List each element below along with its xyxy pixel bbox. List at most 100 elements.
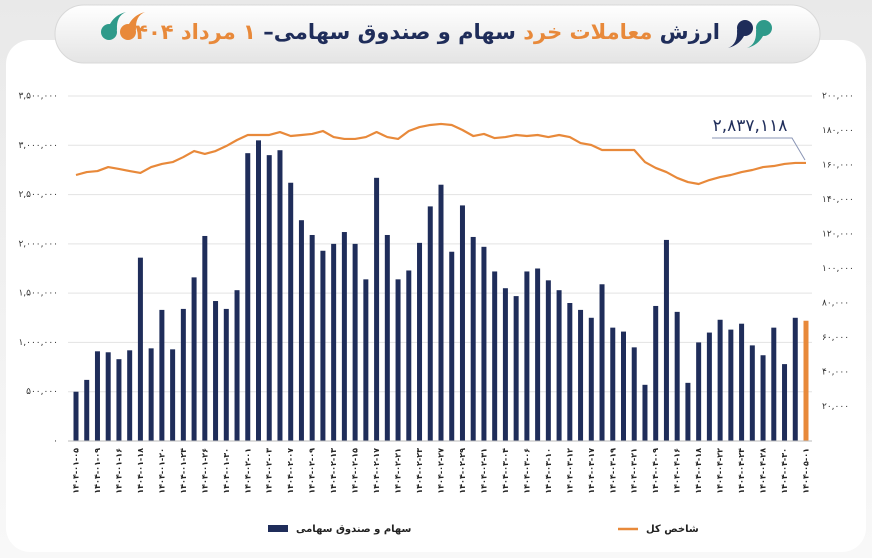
bar	[384, 234, 390, 441]
bar	[116, 359, 122, 441]
x-tick-label: ۱۴۰۴-۰۲-۱۵	[351, 448, 360, 494]
x-tick-label: ۱۴۰۴-۰۲-۱۷	[372, 448, 381, 494]
bar	[567, 303, 573, 441]
y2-tick-label: ۸۰,۰۰۰	[822, 299, 849, 309]
bar	[588, 317, 594, 441]
bar	[470, 236, 476, 441]
bar	[374, 177, 380, 442]
bar	[760, 355, 766, 441]
line	[75, 122, 806, 186]
x-tick-label: ۱۴۰۴-۰۱-۳۰	[222, 448, 231, 494]
y2-tick-label: ۶۰,۰۰۰	[822, 333, 849, 343]
bar	[352, 243, 358, 441]
bar	[524, 271, 530, 441]
legend-label: شاخص کل	[646, 524, 699, 535]
chart-title: ارزش معاملات خرد سهام و صندوق سهامی– ۱ م…	[122, 20, 720, 44]
bar	[449, 251, 455, 441]
bar	[481, 246, 487, 441]
y-tick-label: ۱,۰۰۰,۰۰۰	[18, 338, 58, 348]
title-part: معاملات خرد	[523, 20, 652, 44]
x-tick-label: ۱۴۰۴-۰۲-۰۷	[286, 448, 295, 494]
x-tick-label: ۱۴۰۴-۰۴-۲۲	[716, 448, 725, 494]
x-tick-label: ۱۴۰۴-۰۴-۱۸	[694, 448, 703, 494]
x-tick-label: ۱۴۰۴-۰۲-۰۱	[243, 448, 252, 494]
bar	[148, 348, 154, 441]
x-tick-label: ۱۴۰۴-۰۳-۱۹	[608, 448, 617, 494]
x-tick-label: ۱۴۰۴-۰۲-۱۳	[329, 448, 338, 494]
x-tick-label: ۱۴۰۴-۰۲-۰۳	[265, 448, 274, 494]
bar	[73, 391, 79, 441]
title-part: ۱ مرداد ۱۴۰۴	[122, 20, 256, 44]
bar	[696, 342, 702, 441]
bar	[298, 220, 304, 441]
bar	[599, 284, 605, 441]
x-tick-label: ۱۴۰۴-۰۴-۱۶	[673, 448, 682, 494]
bar	[406, 270, 412, 441]
bar	[502, 288, 508, 441]
bar	[674, 311, 680, 441]
bar	[427, 206, 433, 441]
x-tick-label: ۱۴۰۴-۰۱-۱۸	[136, 448, 145, 494]
bar	[706, 332, 712, 441]
y-tick-label: ۵۰۰,۰۰۰	[26, 387, 58, 397]
legend-swatch	[268, 525, 288, 532]
bar	[137, 257, 143, 441]
panel	[6, 40, 866, 552]
y-tick-label: ۱,۵۰۰,۰۰۰	[18, 289, 58, 299]
bar	[94, 351, 100, 441]
bar	[728, 329, 734, 441]
x-tick-label: ۱۴۰۴-۰۳-۱۷	[587, 448, 596, 494]
y2-tick-label: ۲۰۰,۰۰۰	[822, 92, 854, 102]
bar	[213, 301, 219, 441]
bar	[180, 308, 186, 441]
bar	[320, 250, 326, 441]
bar	[513, 296, 519, 441]
bar	[84, 379, 90, 441]
bar	[803, 320, 809, 441]
bar	[170, 349, 176, 441]
y2-tick-label: ۱۲۰,۰۰۰	[822, 230, 854, 240]
x-tick-label: ۱۴۰۴-۰۲-۲۱	[394, 448, 403, 494]
x-tick-label: ۱۴۰۴-۰۴-۳۰	[780, 448, 789, 494]
bar	[631, 347, 637, 441]
y-tick-label: ۲,۰۰۰,۰۰۰	[18, 239, 58, 249]
bar	[266, 155, 272, 441]
x-tick-label: ۱۴۰۴-۰۲-۲۷	[437, 448, 446, 494]
annotation: ۲,۸۳۷,۱۱۸	[713, 116, 788, 136]
title-part: ارزش	[660, 20, 720, 44]
x-tick-label: ۱۴۰۴-۰۱-۲۰	[157, 448, 166, 494]
y2-tick-label: ۱۶۰,۰۰۰	[822, 161, 854, 171]
bar	[127, 350, 133, 441]
bar	[535, 268, 541, 441]
bar	[245, 153, 251, 441]
bar	[459, 205, 465, 441]
title-banner	[54, 4, 821, 64]
bar	[792, 317, 798, 441]
bar	[438, 184, 444, 441]
bar	[610, 327, 616, 441]
annotation-leader	[712, 137, 806, 161]
x-tick-label: ۱۴۰۴-۰۲-۰۹	[308, 448, 317, 494]
y2-tick-label: ۲۰,۰۰۰	[822, 402, 849, 412]
y2-tick-label: ۴۰,۰۰۰	[822, 368, 849, 378]
y-tick-label: ۲,۵۰۰,۰۰۰	[18, 190, 58, 200]
x-tick-label: ۱۴۰۴-۰۱-۰۹	[93, 448, 102, 494]
x-tick-label: ۱۴۰۴-۰۴-۲۸	[759, 448, 768, 494]
x-tick-label: ۱۴۰۴-۰۲-۳۱	[479, 448, 488, 494]
quote-icon-left	[101, 12, 145, 40]
x-tick-label: ۱۴۰۴-۰۳-۰۶	[522, 448, 531, 494]
bar	[492, 271, 498, 441]
bar	[578, 309, 584, 441]
bar	[223, 308, 229, 441]
bar	[159, 309, 165, 441]
x-tick-label: ۱۴۰۴-۰۱-۱۶	[114, 448, 123, 494]
x-tick-label: ۱۴۰۴-۰۳-۱۰	[544, 448, 553, 494]
x-tick-label: ۱۴۰۴-۰۳-۱۲	[565, 448, 574, 494]
bar	[331, 243, 337, 441]
y2-tick-label: ۱۰۰,۰۰۰	[822, 264, 854, 274]
bar	[782, 364, 788, 441]
bar	[277, 150, 283, 441]
x-tick-label: ۱۴۰۴-۰۲-۲۹	[458, 448, 467, 494]
bar	[417, 242, 423, 441]
